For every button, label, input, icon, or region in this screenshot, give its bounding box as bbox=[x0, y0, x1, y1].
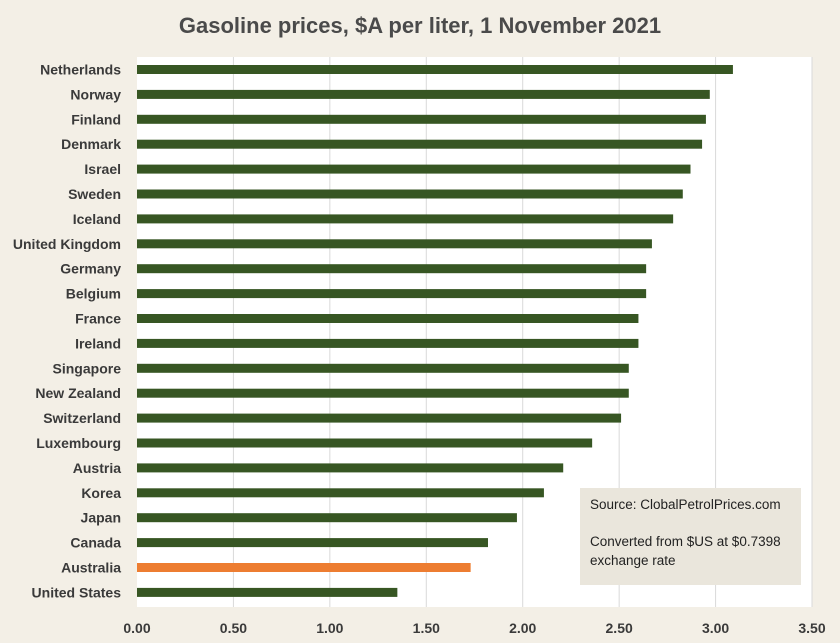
category-label: Finland bbox=[71, 111, 121, 127]
bar-switzerland bbox=[137, 413, 622, 423]
bar-united-states bbox=[137, 587, 398, 597]
annotation-box: Source: ClobalPetrolPrices.com Converted… bbox=[580, 488, 801, 585]
x-tick-label: 2.00 bbox=[509, 620, 536, 636]
bar-singapore bbox=[137, 363, 629, 373]
bar-iceland bbox=[137, 214, 674, 224]
bar-finland bbox=[137, 114, 706, 124]
bars bbox=[137, 65, 733, 597]
x-tick-label: 3.50 bbox=[798, 620, 825, 636]
annotation-background bbox=[580, 488, 801, 585]
category-label: France bbox=[75, 311, 121, 327]
bar-japan bbox=[137, 513, 517, 523]
x-tick-label: 2.50 bbox=[606, 620, 633, 636]
bar-korea bbox=[137, 488, 544, 498]
bar-ireland bbox=[137, 338, 639, 348]
chart-title: Gasoline prices, $A per liter, 1 Novembe… bbox=[179, 13, 661, 38]
bar-denmark bbox=[137, 139, 703, 149]
category-label: Austria bbox=[73, 460, 121, 476]
bar-australia bbox=[137, 563, 471, 572]
category-label: New Zealand bbox=[35, 385, 121, 401]
bar-luxembourg bbox=[137, 438, 593, 448]
bar-sweden bbox=[137, 189, 683, 199]
category-labels: Netherlands Norway Finland Denmark Israel Swe… bbox=[13, 62, 121, 601]
x-tick-label: 3.00 bbox=[702, 620, 729, 636]
bar-belgium bbox=[137, 289, 647, 299]
category-label: Japan bbox=[81, 510, 121, 526]
category-label: Korea bbox=[81, 485, 121, 501]
bar-france bbox=[137, 314, 639, 323]
annotation-note-line1: Converted from $US at $0.7398 bbox=[590, 534, 781, 549]
category-label: Canada bbox=[70, 535, 121, 551]
category-label: Singapore bbox=[53, 360, 122, 376]
category-label: Australia bbox=[61, 560, 121, 576]
bar-united-kingdom bbox=[137, 239, 652, 249]
category-label: Denmark bbox=[61, 136, 121, 152]
category-label: Netherlands bbox=[40, 62, 121, 78]
x-tick-label: 1.50 bbox=[413, 620, 440, 636]
category-label: Belgium bbox=[66, 286, 121, 302]
category-label: Switzerland bbox=[43, 410, 121, 426]
x-tick-label: 0.00 bbox=[123, 620, 150, 636]
annotation-note-line2: exchange rate bbox=[590, 553, 676, 568]
category-label: Norway bbox=[70, 86, 121, 102]
category-label: Germany bbox=[60, 261, 121, 277]
category-label: Ireland bbox=[75, 335, 121, 351]
category-label: United States bbox=[32, 584, 122, 600]
category-label: Sweden bbox=[68, 186, 121, 202]
bar-canada bbox=[137, 538, 488, 548]
bar-israel bbox=[137, 164, 691, 174]
category-label: Iceland bbox=[73, 211, 121, 227]
category-label: Israel bbox=[84, 161, 121, 177]
annotation-source: Source: ClobalPetrolPrices.com bbox=[590, 497, 781, 512]
x-tick-label: 0.50 bbox=[220, 620, 247, 636]
bar-new-zealand bbox=[137, 388, 629, 398]
x-tick-label: 1.00 bbox=[316, 620, 343, 636]
category-label: United Kingdom bbox=[13, 236, 121, 252]
bar-austria bbox=[137, 463, 564, 473]
bar-norway bbox=[137, 89, 710, 99]
x-tick-labels: 0.00 0.50 1.00 1.50 2.00 2.50 3.00 3.50 bbox=[123, 620, 825, 636]
category-label: Luxembourg bbox=[36, 435, 121, 451]
bar-netherlands bbox=[137, 65, 733, 74]
bar-germany bbox=[137, 264, 647, 274]
